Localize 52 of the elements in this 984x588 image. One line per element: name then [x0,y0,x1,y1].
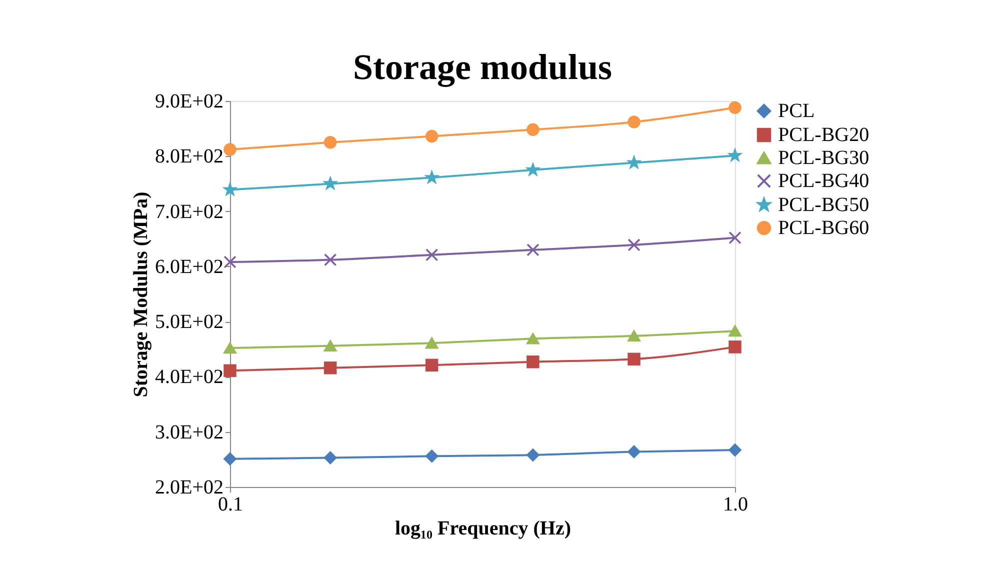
legend-label: PCL-BG60 [778,217,870,239]
point [526,333,540,344]
legend-label: PCL [778,100,815,122]
point [728,325,742,337]
point [628,116,640,128]
point [224,256,236,268]
chart-title: Storage modulus [352,47,612,87]
point [324,177,336,190]
point [324,362,337,374]
point [324,253,337,266]
x-tick-label: 1.0 [723,494,748,516]
y-tick-label: 5.0E+02 [155,311,224,334]
legend-label: PCL-BG30 [778,147,870,169]
point [526,244,540,256]
legend-label: PCL-BG20 [778,124,870,146]
point [425,248,438,262]
point [324,451,337,464]
legend-label: PCL-BG40 [778,170,870,192]
point [628,330,640,342]
point [628,352,640,366]
point [728,444,742,456]
point [224,143,236,156]
point [628,156,640,168]
point [224,342,236,354]
point [526,355,540,368]
point [728,231,742,244]
point [628,445,640,458]
y-axis-title: Storage Modulus (MPa) [130,192,152,398]
y-tick-label: 9.0E+02 [155,90,224,112]
point [224,183,236,196]
y-tick-label: 7.0E+02 [155,200,224,223]
legend-label: PCL-BG50 [778,194,870,216]
point [425,358,438,372]
point [425,130,438,143]
x-axis-title: log₁₀ Frequency (Hz) [394,518,572,540]
point [425,337,438,349]
point [526,123,540,136]
point [425,450,438,462]
y-tick-label: 6.0E+02 [155,256,224,278]
y-tick-label: 3.0E+02 [155,421,224,444]
y-tick-label: 8.0E+02 [155,146,224,168]
point [324,136,337,149]
y-tick-label: 4.0E+02 [155,366,224,388]
point [224,364,236,378]
point [728,101,742,114]
point [728,149,742,161]
point [324,340,337,352]
point [628,238,640,252]
point [728,340,742,354]
point [526,448,540,462]
point [224,452,236,466]
point [426,171,438,183]
